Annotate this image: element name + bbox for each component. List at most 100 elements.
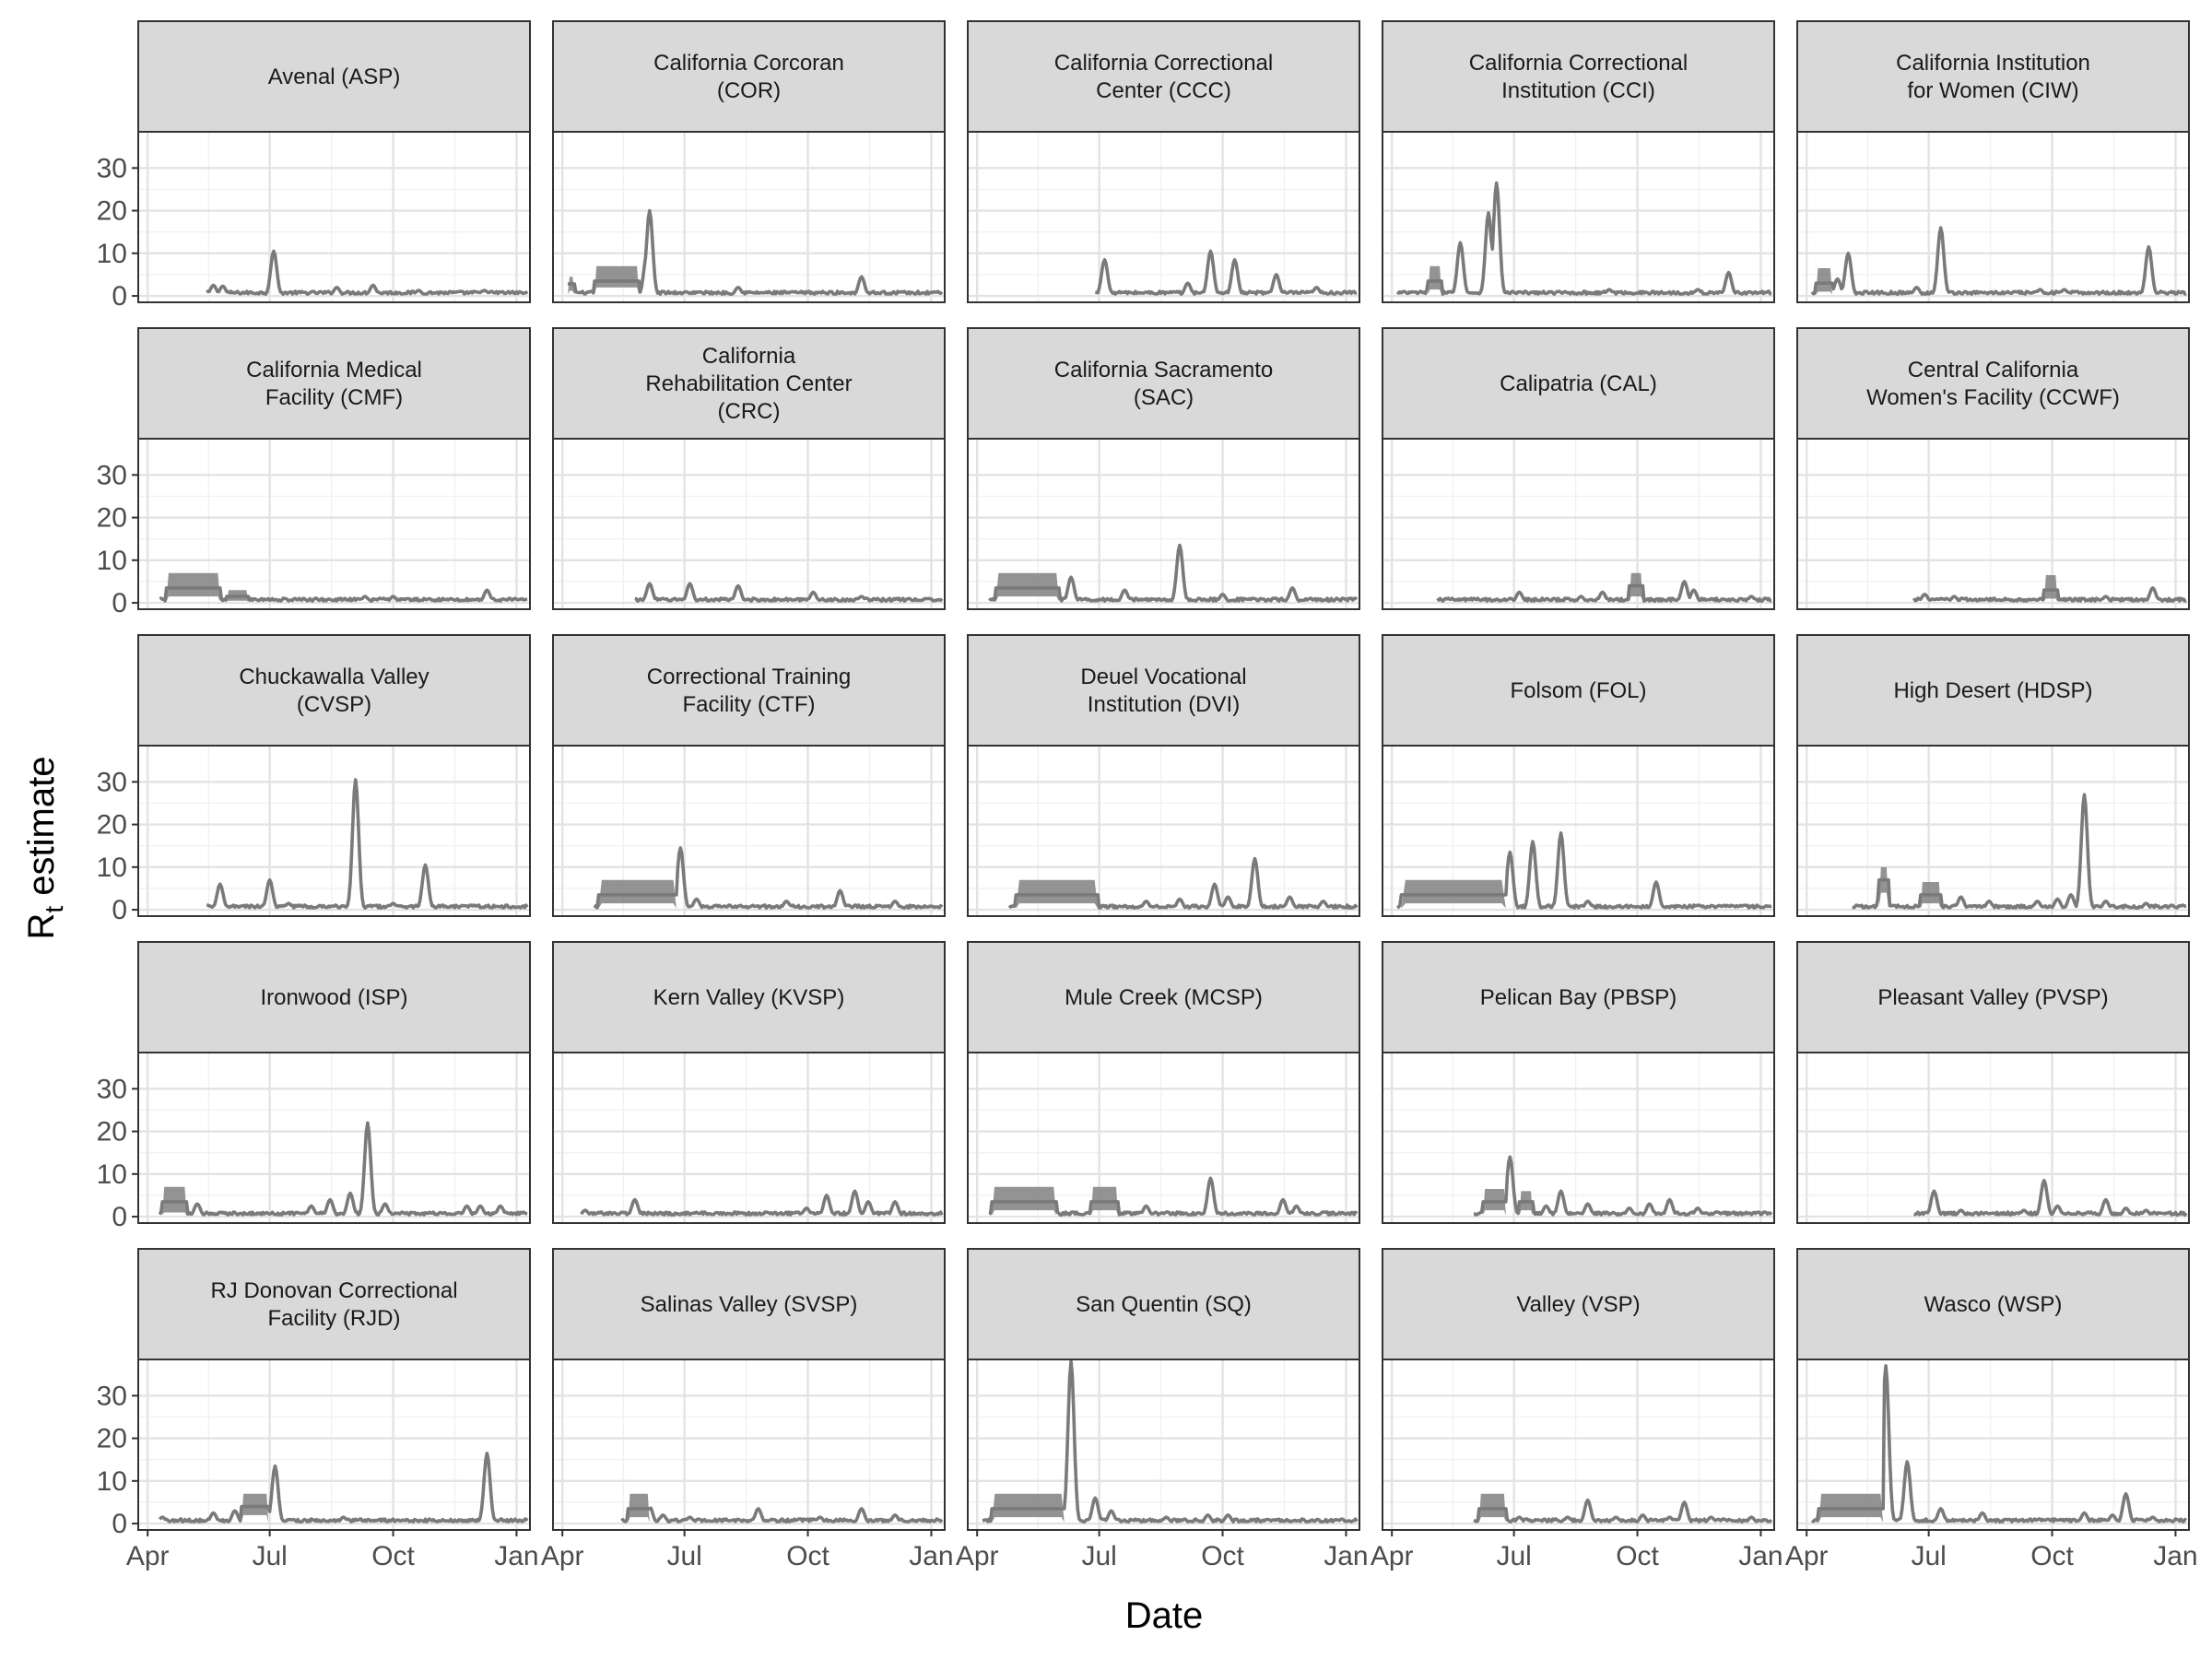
facet-title-line: Facility (CTF) bbox=[683, 692, 816, 717]
y-tick-label: 10 bbox=[97, 546, 127, 576]
x-tick-label: Jul bbox=[1496, 1541, 1531, 1571]
x-tick-label: Jul bbox=[252, 1541, 287, 1571]
y-tick-label: 0 bbox=[112, 1509, 127, 1539]
series-line bbox=[1473, 1155, 1773, 1217]
panel-background bbox=[1382, 132, 1774, 302]
panel-background bbox=[138, 132, 530, 302]
panel-background bbox=[138, 746, 530, 916]
y-tick-label: 0 bbox=[112, 1202, 127, 1232]
panel-border bbox=[967, 1052, 1360, 1224]
y-tick-label: 30 bbox=[97, 1381, 127, 1411]
y-tick-label: 20 bbox=[97, 810, 127, 841]
x-tick-label: Jul bbox=[1911, 1541, 1946, 1571]
y-tick-label: 30 bbox=[97, 153, 127, 183]
panel-border bbox=[967, 1359, 1360, 1531]
panel-background bbox=[553, 1053, 945, 1223]
facet-title-line: for Women (CIW) bbox=[1907, 78, 2078, 103]
panel-background bbox=[1797, 132, 2189, 302]
facet-panel: California Corcoran(COR) bbox=[552, 20, 946, 303]
facet-strip bbox=[1382, 634, 1775, 747]
facet-strip bbox=[967, 327, 1360, 440]
panel-border bbox=[1382, 745, 1775, 917]
x-tick-label: Apr bbox=[126, 1541, 170, 1571]
facet-strip bbox=[137, 941, 531, 1053]
facet-strip bbox=[1382, 941, 1775, 1053]
panel-border bbox=[967, 131, 1360, 303]
facet-title-line: (CVSP) bbox=[297, 692, 371, 717]
panel-background bbox=[1797, 1053, 2189, 1223]
series-line bbox=[1912, 1179, 2188, 1217]
facet-panel: Avenal (ASP) 0 10 20 30 bbox=[97, 20, 531, 312]
y-axis-title-sub: t bbox=[40, 906, 68, 913]
facet-strip bbox=[552, 1248, 946, 1360]
facet-title-line: California Sacramento bbox=[1054, 358, 1273, 382]
facet-title-line: Pelican Bay (PBSP) bbox=[1480, 985, 1677, 1010]
y-tick-label: 30 bbox=[97, 767, 127, 797]
panel-border bbox=[1796, 1052, 2190, 1224]
y-tick-label: 10 bbox=[97, 853, 127, 883]
facet-strip bbox=[967, 20, 1360, 133]
panel-border bbox=[1796, 745, 2190, 917]
series-line bbox=[580, 1189, 944, 1217]
facet-title-line: (SAC) bbox=[1134, 385, 1194, 410]
facet-strip bbox=[967, 941, 1360, 1053]
panel-background bbox=[1797, 746, 2189, 916]
facet-strip bbox=[1796, 327, 2190, 440]
panel-border bbox=[1796, 1359, 2190, 1531]
facet-title-line: Rehabilitation Center bbox=[645, 371, 852, 396]
facet-title-line: Kern Valley (KVSP) bbox=[653, 985, 845, 1010]
facet-title-line: California Correctional bbox=[1054, 51, 1273, 76]
y-tick-label: 10 bbox=[97, 239, 127, 269]
panel-background bbox=[1382, 1359, 1774, 1530]
facet-strip bbox=[552, 941, 946, 1053]
series-line bbox=[1395, 181, 1772, 296]
facet-title-line: California Institution bbox=[1896, 51, 2090, 76]
ci-band bbox=[1878, 866, 1888, 909]
y-tick-label: 10 bbox=[97, 1159, 127, 1190]
facet-panel: Valley (VSP) Apr Jul Oct Jan bbox=[1371, 1248, 1783, 1571]
facet-title-line: California Correctional bbox=[1469, 51, 1688, 76]
x-axis-title: Date bbox=[1125, 1595, 1204, 1636]
series-line bbox=[620, 1506, 944, 1524]
facet-strip bbox=[137, 634, 531, 747]
panel-background bbox=[138, 1053, 530, 1223]
y-tick-label: 30 bbox=[97, 460, 127, 490]
panel-background bbox=[138, 1359, 530, 1530]
y-tick-label: 20 bbox=[97, 503, 127, 534]
facet-strip bbox=[137, 1248, 531, 1360]
series-line bbox=[1852, 793, 2187, 910]
x-tick-label: Oct bbox=[371, 1541, 415, 1571]
panel-border bbox=[552, 1052, 946, 1224]
y-tick-label: 20 bbox=[97, 1424, 127, 1454]
facet-strip bbox=[1382, 20, 1775, 133]
series-line bbox=[1007, 856, 1359, 910]
facet-title-line: Salinas Valley (SVSP) bbox=[641, 1292, 858, 1317]
panel-border bbox=[967, 745, 1360, 917]
facet-title-line: Valley (VSP) bbox=[1516, 1292, 1640, 1317]
x-tick-label: Jan bbox=[1738, 1541, 1783, 1571]
panel-border bbox=[552, 1359, 946, 1531]
panel-border bbox=[137, 438, 531, 610]
panel-border bbox=[552, 131, 946, 303]
series-line bbox=[206, 249, 529, 296]
x-tick-label: Apr bbox=[541, 1541, 584, 1571]
facet-panel: RJ Donovan Correctional Facility (RJD) 0 10… bbox=[97, 1248, 539, 1571]
y-tick-label: 0 bbox=[112, 895, 127, 925]
x-tick-label: Oct bbox=[2030, 1541, 2074, 1571]
series-line bbox=[1912, 586, 2187, 603]
series-line bbox=[634, 582, 944, 603]
facet-title-line: California Medical bbox=[246, 358, 422, 382]
facet-strip bbox=[1382, 327, 1775, 440]
y-tick-label: 10 bbox=[97, 1466, 127, 1497]
y-axis-title: Rt estimate bbox=[21, 757, 68, 940]
facet-strip bbox=[1796, 634, 2190, 747]
facet-panel: Chuckawalla Valley (CVSP) 0 10 20 30 bbox=[97, 634, 531, 925]
facet-panel: California Sacramento (SAC) bbox=[967, 327, 1360, 610]
panel-border bbox=[137, 131, 531, 303]
series-line bbox=[1396, 831, 1772, 910]
series-line bbox=[159, 586, 528, 603]
